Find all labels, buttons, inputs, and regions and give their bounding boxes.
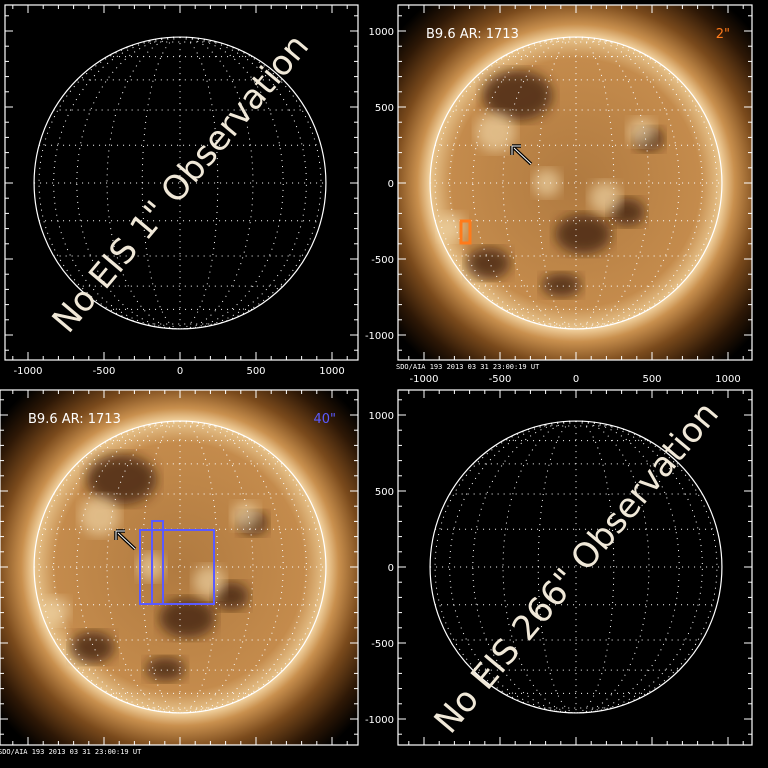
panel-top-right: -1000 -500 0 500 1000 1000 500 0 -500 -1000 B9.6 A… (365, 4, 753, 385)
bright-region (627, 117, 656, 146)
longitude-line (179, 420, 284, 714)
y-tick-label: 1000 (369, 27, 394, 38)
panel-bottom-left: B9.6 AR: 1713 40" SDO/AIA 193 2013 03 31 2… (0, 389, 359, 756)
coronal-hole (145, 657, 186, 682)
y-tick-label: 0 (388, 563, 394, 574)
bright-region (532, 169, 561, 197)
longitude-line (179, 420, 219, 714)
longitude-line (53, 420, 181, 714)
y-tick-label: -1000 (365, 715, 394, 726)
timestamp: SDO/AIA 193 2013 03 31 23:00:19 UT (396, 363, 540, 371)
x-tick-label: -1000 (13, 366, 42, 377)
coronal-hole (555, 214, 612, 255)
bright-region (437, 212, 466, 241)
eis-slit-box (459, 219, 472, 245)
flare-label: B9.6 AR: 1713 (28, 412, 121, 427)
coronal-hole (482, 70, 553, 121)
longitude-line (179, 420, 307, 714)
flare-label: B9.6 AR: 1713 (426, 27, 519, 42)
x-tick-label: 500 (246, 366, 265, 377)
arrow-outline (115, 530, 136, 550)
x-tick-label: 1000 (319, 366, 344, 377)
longitude-line (537, 36, 577, 330)
bright-region (41, 596, 70, 625)
longitude-line (537, 420, 577, 714)
eis-raster-box (139, 529, 215, 605)
x-tick-label: 1000 (715, 374, 740, 385)
longitude-line (449, 420, 577, 714)
bright-region (231, 501, 260, 530)
bright-region (193, 565, 226, 598)
longitude-line (179, 36, 219, 330)
bright-region (475, 111, 516, 152)
arrow-outline (511, 145, 532, 165)
timestamp: SDO/AIA 193 2013 03 31 23:00:19 UT (0, 748, 142, 756)
x-tick-label: 0 (573, 374, 579, 385)
eis-slit-box (151, 520, 164, 605)
longitude-line (76, 36, 181, 330)
x-tick-label: -500 (489, 374, 512, 385)
y-tick-label: 500 (375, 487, 394, 498)
coronal-hole (159, 598, 216, 639)
no-observation-message: No EIS 266" Observation (427, 394, 727, 741)
longitude-line (179, 36, 307, 330)
longitude-line (449, 36, 577, 330)
y-tick-label: 1000 (369, 411, 394, 422)
longitude-line (575, 36, 680, 330)
bright-region (79, 495, 120, 536)
coronal-hole (70, 631, 115, 664)
longitude-line (141, 420, 181, 714)
x-tick-label: -500 (93, 366, 116, 377)
x-tick-label: -1000 (409, 374, 438, 385)
y-tick-label: 500 (375, 103, 394, 114)
panel-bottom-right: 1000 500 0 -500 -1000 No EIS 266" Observation (365, 389, 753, 746)
coronal-hole (86, 454, 157, 505)
bright-region (589, 181, 622, 214)
longitude-line (141, 36, 181, 330)
aia-image (398, 5, 752, 360)
longitude-line (575, 420, 703, 714)
coronal-hole (466, 247, 511, 280)
coronal-hole (541, 273, 582, 298)
y-tick-label: -500 (371, 255, 394, 266)
longitude-line (472, 420, 577, 714)
longitude-line (472, 36, 577, 330)
longitude-line (179, 36, 284, 330)
y-tick-label: 0 (388, 179, 394, 190)
longitude-line (575, 36, 703, 330)
bright-region (136, 553, 165, 581)
x-tick-label: 0 (177, 366, 183, 377)
longitude-line (76, 420, 181, 714)
y-tick-label: -1000 (365, 331, 394, 342)
longitude-line (575, 420, 680, 714)
longitude-line (53, 36, 181, 330)
longitude-line (575, 36, 615, 330)
longitude-line (575, 420, 615, 714)
x-tick-label: 500 (642, 374, 661, 385)
y-tick-label: -500 (371, 639, 394, 650)
slit-width-label: 2" (716, 27, 730, 42)
slit-width-label: 40" (313, 412, 336, 427)
